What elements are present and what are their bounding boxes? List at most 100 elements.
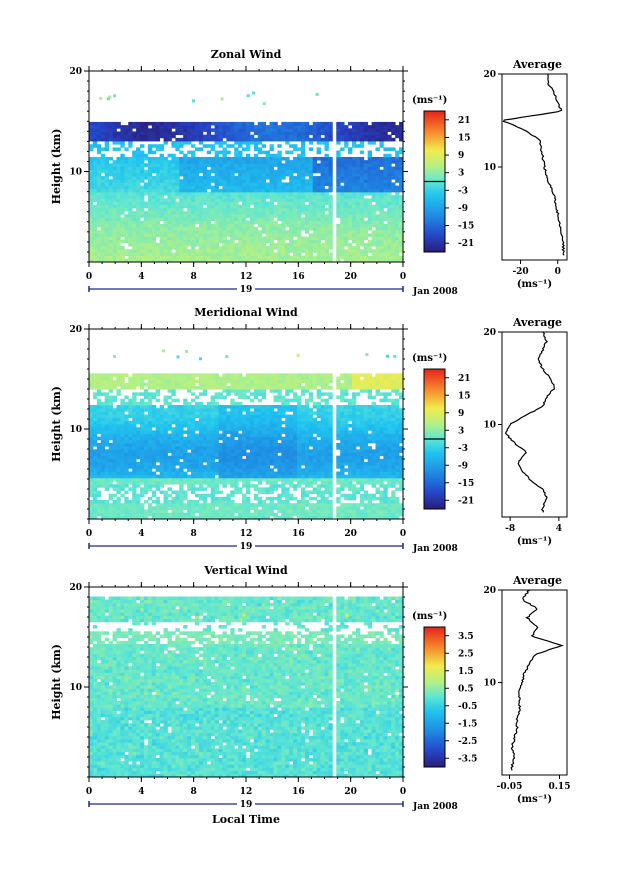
heatmap-cell — [140, 392, 145, 396]
heatmap-cell — [147, 420, 153, 425]
heatmap-cell — [155, 420, 161, 425]
heatmap-cell — [246, 430, 251, 434]
heatmap-cell — [167, 125, 172, 129]
heatmap-cell — [277, 182, 282, 186]
heatmap-cell — [210, 417, 216, 422]
heatmap-cell — [261, 249, 267, 253]
heatmap-cell — [336, 242, 341, 247]
heatmap-cell — [179, 481, 184, 485]
heatmap-cell — [336, 233, 341, 237]
heatmap-cell — [132, 198, 137, 202]
heatmap-cell — [171, 430, 176, 434]
heatmap-cell — [96, 201, 102, 206]
heatmap-cell — [198, 176, 204, 180]
heatmap-cell — [179, 163, 184, 167]
heatmap-cell — [359, 230, 365, 234]
heatmap-cell — [159, 242, 164, 247]
heatmap-cell — [242, 481, 247, 485]
heatmap-cell — [112, 255, 117, 260]
heatmap-cell — [234, 188, 239, 193]
heatmap-cell — [124, 137, 129, 142]
heatmap-cell — [340, 176, 345, 180]
heatmap-cell — [194, 233, 200, 237]
heatmap-cell — [136, 481, 141, 485]
heatmap-cell — [218, 131, 223, 136]
heatmap-cell — [371, 134, 376, 139]
heatmap-cell — [297, 255, 302, 260]
heatmap-cell — [120, 433, 125, 438]
heatmap-cell — [281, 233, 286, 237]
heatmap-cell — [104, 373, 110, 377]
heatmap-cell — [143, 481, 149, 485]
heatmap-cell — [147, 220, 153, 225]
heatmap-cell — [363, 125, 369, 129]
heatmap-cell — [194, 172, 200, 177]
heatmap-cell — [261, 160, 267, 164]
heatmap-cell — [100, 182, 106, 186]
heatmap-cell — [92, 185, 98, 190]
heatmap-cell — [348, 179, 353, 183]
heatmap-cell — [395, 156, 400, 161]
heatmap-cell — [253, 214, 259, 218]
heatmap-cell — [206, 230, 212, 234]
heatmap-cell — [187, 258, 192, 263]
heatmap-cell — [253, 131, 259, 136]
heatmap-cell — [320, 246, 325, 250]
heatmap-cell — [191, 420, 196, 425]
heatmap-cell — [277, 169, 282, 174]
heatmap-cell — [367, 207, 373, 212]
heatmap-cell — [328, 239, 333, 244]
heatmap-cell — [112, 512, 117, 517]
heatmap-cell — [183, 137, 188, 142]
heatmap-cell — [132, 392, 137, 396]
heatmap-cell — [230, 474, 235, 479]
heatmap-cell — [379, 255, 384, 260]
heatmap-cell — [297, 172, 302, 177]
heatmap-cell — [387, 163, 392, 167]
heatmap-cell — [124, 500, 129, 504]
heatmap-cell — [395, 207, 400, 212]
heatmap-cell — [92, 405, 98, 409]
heatmap-cell — [124, 239, 129, 244]
heatmap-cell — [112, 484, 117, 488]
heatmap-cell — [273, 242, 278, 247]
heatmap-cell — [316, 147, 321, 151]
heatmap-cell — [187, 427, 192, 431]
heatmap-cell — [92, 395, 98, 400]
heatmap-cell — [100, 207, 106, 212]
heatmap-cell — [289, 258, 294, 263]
heatmap-cell — [297, 125, 302, 129]
heatmap-cell — [261, 163, 267, 167]
heatmap-cell — [359, 169, 365, 174]
heatmap-cell — [269, 220, 274, 225]
heatmap-cell — [308, 182, 314, 186]
heatmap-cell — [304, 188, 310, 193]
heatmap-cell — [163, 398, 168, 403]
heatmap-cell — [316, 195, 321, 199]
heatmap-cell — [253, 220, 259, 225]
heatmap-cell — [167, 214, 172, 218]
heatmap-cell — [340, 214, 345, 218]
heatmap-cell — [112, 147, 117, 151]
heatmap-cell — [179, 172, 184, 177]
heatmap-cell — [175, 500, 180, 504]
heatmap-cell — [293, 198, 298, 202]
heatmap-cell — [363, 249, 369, 253]
heatmap-cell — [285, 160, 290, 164]
heatmap-cell — [183, 233, 188, 237]
heatmap-cell — [128, 191, 133, 196]
heatmap-cell — [132, 490, 137, 495]
heatmap-cell — [300, 163, 306, 167]
heatmap-cell — [222, 169, 227, 174]
heatmap-cell — [191, 465, 196, 469]
heatmap-cell — [194, 217, 200, 222]
heatmap-cell — [112, 411, 117, 415]
heatmap-cell — [253, 252, 259, 257]
heatmap-cell — [253, 176, 259, 180]
heatmap-cell — [120, 160, 125, 164]
heatmap-cell — [249, 420, 255, 425]
heatmap-cell — [183, 455, 188, 460]
heatmap-cell — [147, 121, 153, 126]
heatmap-cell — [308, 131, 314, 136]
heatmap-cell — [234, 503, 239, 507]
